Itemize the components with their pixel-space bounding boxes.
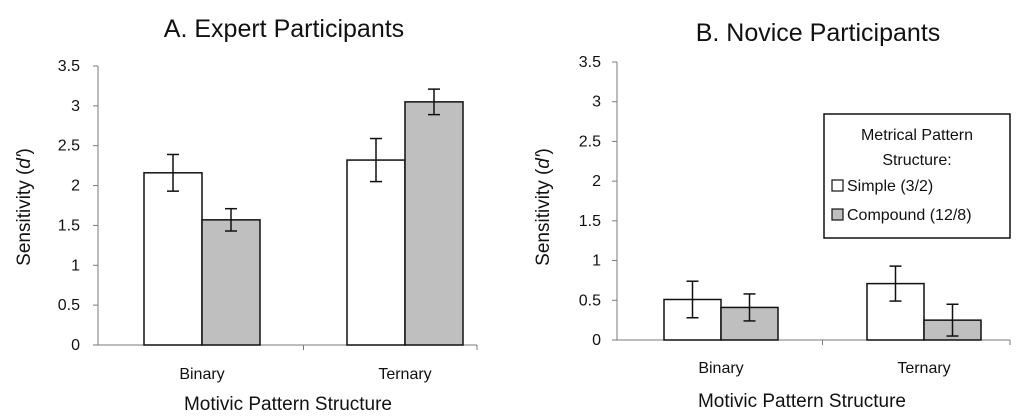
bar-simple bbox=[346, 159, 406, 346]
legend-title-line1: Metrical Pattern bbox=[861, 127, 973, 144]
x-category-label: Ternary bbox=[378, 366, 431, 383]
chart-title: B. Novice Participants bbox=[696, 19, 941, 47]
y-tick-label: 3.5 bbox=[579, 54, 601, 71]
y-tick-label: 1 bbox=[71, 257, 80, 274]
y-tick-label: 1.5 bbox=[579, 213, 601, 230]
y-tick-label: 1 bbox=[592, 253, 601, 270]
panel-b-novice: B. Novice Participants Sensitivity (d') … bbox=[533, 19, 1011, 412]
y-tick-label: 3 bbox=[592, 94, 601, 111]
y-tick-label: 0 bbox=[71, 337, 80, 354]
y-tick-label: 2 bbox=[592, 173, 601, 190]
y-tick-label: 2 bbox=[71, 178, 80, 195]
y-axis-title: Sensitivity (d') bbox=[533, 148, 554, 266]
x-axis-title: Motivic Pattern Structure bbox=[698, 391, 906, 412]
y-tick-label: 0.5 bbox=[579, 292, 601, 309]
legend: Metrical Pattern Structure: Simple (3/2)… bbox=[823, 113, 1011, 239]
legend-title-line2: Structure: bbox=[882, 152, 951, 169]
y-tick-label: 3.5 bbox=[58, 58, 80, 75]
y-tick-label: 3 bbox=[71, 98, 80, 115]
legend-label-compound: Compound (12/8) bbox=[847, 207, 972, 224]
bar-compound bbox=[201, 219, 261, 346]
legend-swatch-compound bbox=[831, 208, 844, 221]
bar-compound bbox=[404, 101, 464, 346]
chart-title: A. Expert Participants bbox=[164, 15, 404, 43]
bar-simple bbox=[143, 172, 203, 346]
y-tick-label: 2.5 bbox=[579, 133, 601, 150]
bar-marks bbox=[663, 265, 982, 341]
y-tick-label: 2.5 bbox=[58, 138, 80, 155]
x-axis-title: Motivic Pattern Structure bbox=[184, 394, 392, 415]
x-category-label: Binary bbox=[179, 366, 224, 383]
bar-marks bbox=[143, 88, 464, 346]
x-category-label: Ternary bbox=[897, 360, 950, 377]
y-tick-label: 1.5 bbox=[58, 217, 80, 234]
y-tick-label: 0 bbox=[592, 332, 601, 349]
legend-box bbox=[823, 113, 1011, 239]
y-axis-title: Sensitivity (d') bbox=[14, 148, 35, 266]
panel-a-expert: A. Expert Participants Sensitivity (d') … bbox=[14, 15, 478, 415]
y-tick-label: 0.5 bbox=[58, 297, 80, 314]
y-axis-ticks: 0 0.5 1 1.5 2 2.5 3 3.5 Binary Ternary bbox=[58, 58, 478, 383]
legend-swatch-simple bbox=[831, 179, 844, 192]
legend-label-simple: Simple (3/2) bbox=[847, 178, 933, 195]
x-category-label: Binary bbox=[698, 360, 743, 377]
